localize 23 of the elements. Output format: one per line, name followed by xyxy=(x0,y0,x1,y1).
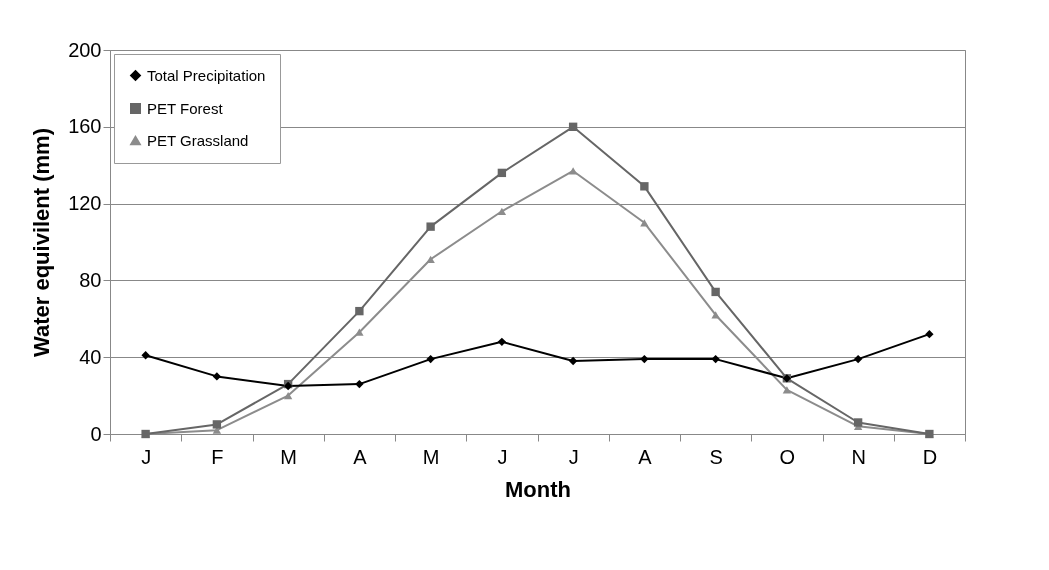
y-tick-label: 40 xyxy=(79,345,102,368)
x-tick-label: M xyxy=(422,445,440,468)
x-tick-label: O xyxy=(779,445,796,468)
x-tick-label: J xyxy=(141,445,152,468)
x-tick-label: D xyxy=(922,445,938,468)
y-tick-label: 0 xyxy=(90,422,102,445)
x-tick-label: A xyxy=(353,445,368,468)
y-axis-title: Water equivilent (mm) xyxy=(29,128,55,357)
legend-label: PET Grassland xyxy=(147,131,249,149)
x-tick-label: J xyxy=(497,445,508,468)
x-tick-label: N xyxy=(851,445,866,468)
legend-label: PET Forest xyxy=(147,99,224,117)
y-tick-label: 200 xyxy=(68,38,102,61)
x-tick-label: J xyxy=(568,445,579,468)
x-tick-label: A xyxy=(638,445,653,468)
y-tick-label: 80 xyxy=(79,268,102,291)
y-tick-label: 160 xyxy=(68,115,102,138)
y-tick-label: 120 xyxy=(68,192,102,215)
x-tick-label: F xyxy=(211,445,224,468)
x-axis-title: Month xyxy=(505,476,571,502)
x-tick-label: M xyxy=(280,445,297,468)
legend-label: Total Precipitation xyxy=(147,66,266,84)
x-tick-label: S xyxy=(709,445,723,468)
